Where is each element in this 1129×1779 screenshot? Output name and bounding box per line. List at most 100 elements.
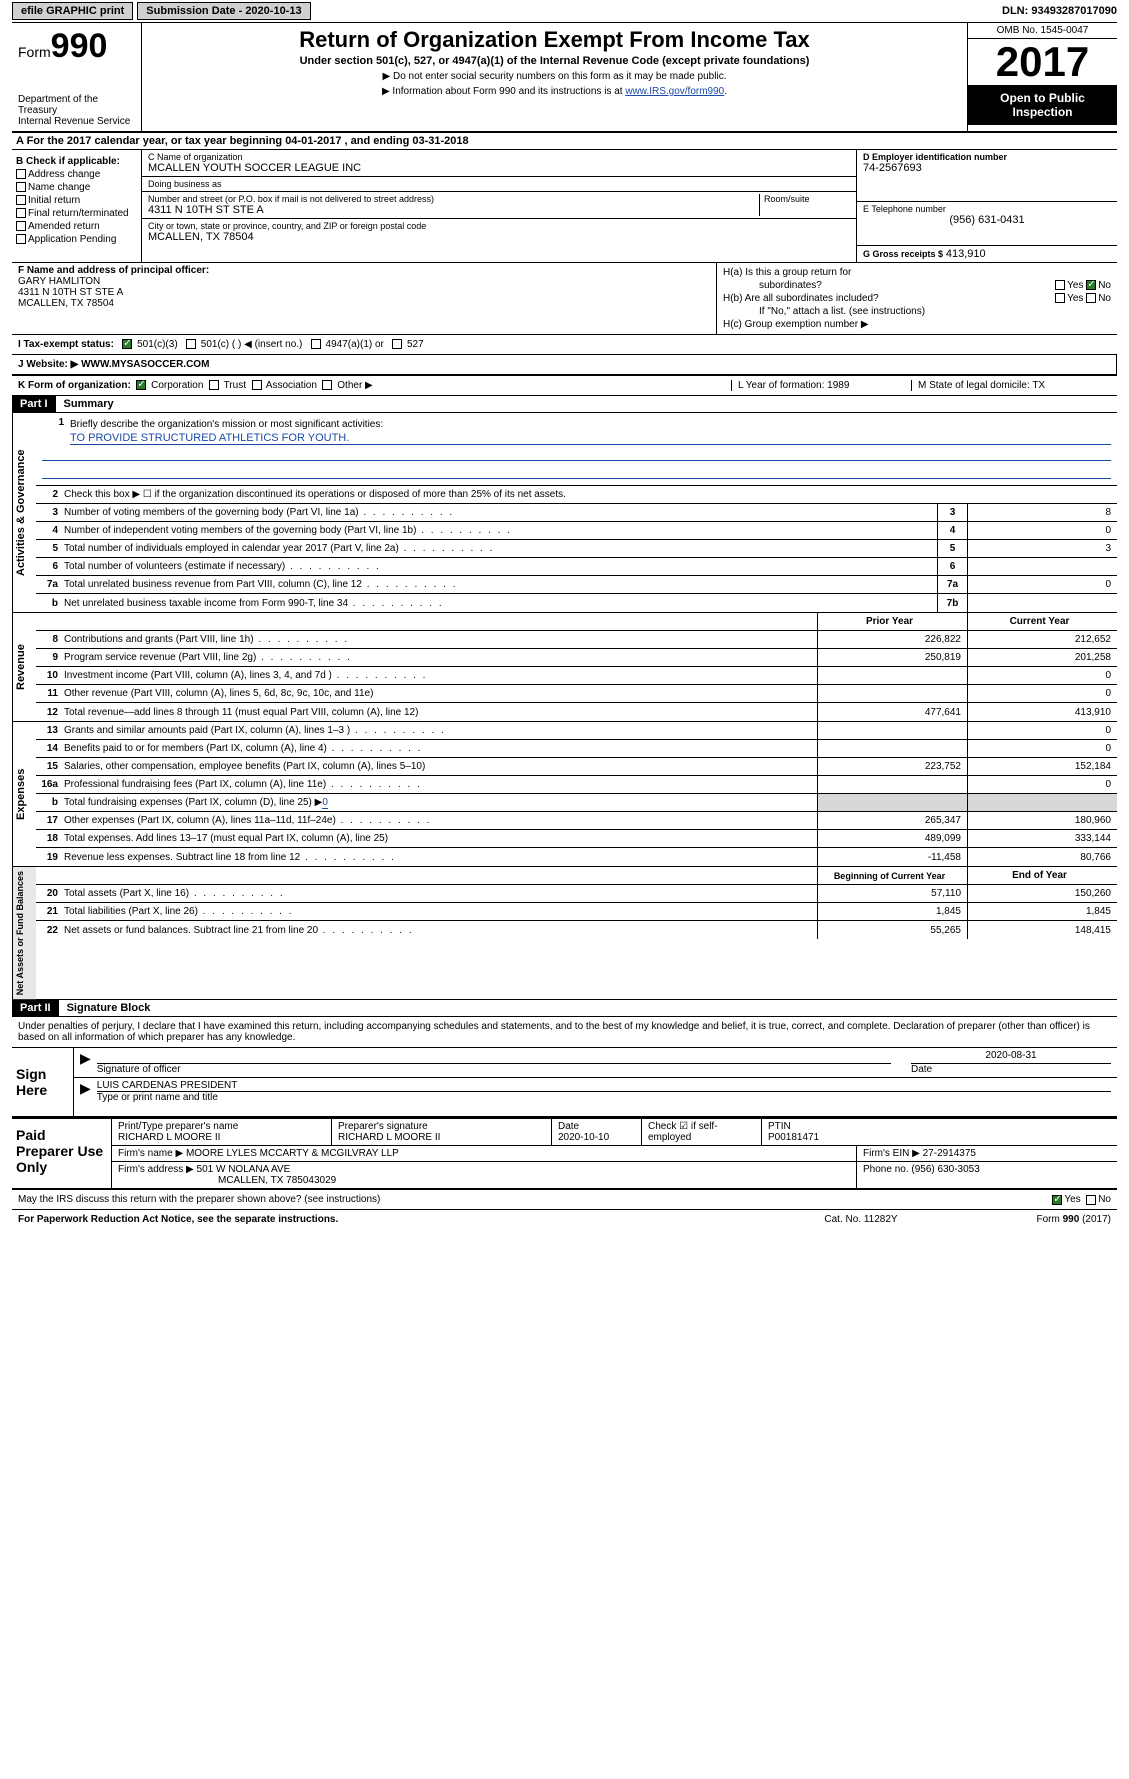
chk-final-return[interactable] [16, 208, 26, 218]
l16a-prior [817, 776, 967, 793]
ha-label: H(a) Is this a group return for [723, 267, 851, 278]
line22: Net assets or fund balances. Subtract li… [64, 923, 817, 938]
sign-here-label: Sign Here [12, 1048, 74, 1116]
summary-net-assets: Net Assets or Fund Balances Beginning of… [12, 867, 1117, 1000]
gross-label: G Gross receipts $ [863, 249, 943, 259]
line6: Total number of volunteers (estimate if … [64, 559, 937, 574]
l10-prior [817, 667, 967, 684]
dept-label: Department of the TreasuryInternal Reven… [18, 94, 135, 127]
header-left: Form990 Department of the TreasuryIntern… [12, 23, 142, 131]
chk-irs-yes[interactable] [1052, 1195, 1062, 1205]
chk-4947[interactable] [311, 339, 321, 349]
mission-blank2 [42, 465, 1111, 479]
chk-501c[interactable] [186, 339, 196, 349]
city-label: City or town, state or province, country… [148, 221, 850, 231]
form-header: Form990 Department of the TreasuryIntern… [12, 23, 1117, 133]
phone-label: E Telephone number [863, 204, 1111, 214]
chk-app-pending[interactable] [16, 234, 26, 244]
firm-ein-label: Firm's EIN ▶ [863, 1148, 920, 1159]
line5-val: 3 [967, 540, 1117, 557]
box-h: H(a) Is this a group return for subordin… [717, 263, 1117, 334]
org-name-label: C Name of organization [148, 152, 850, 162]
part1-title: Summary [56, 398, 114, 410]
chk-irs-no[interactable] [1086, 1195, 1096, 1205]
mission-blank1 [42, 447, 1111, 461]
website-label: J Website: ▶ [18, 359, 78, 370]
line7a: Total unrelated business revenue from Pa… [64, 577, 937, 592]
dln-label: DLN: 93493287017090 [1002, 5, 1117, 17]
row-a-tax-year: A For the 2017 calendar year, or tax yea… [12, 133, 1117, 150]
org-name: MCALLEN YOUTH SOCCER LEAGUE INC [148, 162, 850, 174]
l17-prior: 265,347 [817, 812, 967, 829]
line16a: Professional fundraising fees (Part IX, … [64, 777, 817, 792]
chk-501c3[interactable] [122, 339, 132, 349]
chk-assoc[interactable] [252, 380, 262, 390]
chk-hb-yes[interactable] [1055, 293, 1065, 303]
line2: Check this box ▶ ☐ if the organization d… [64, 487, 1117, 502]
firm-addr-label: Firm's address ▶ [118, 1164, 194, 1175]
firm-name: MOORE LYLES MCCARTY & MCGILVRAY LLP [186, 1148, 399, 1159]
prep-sig-label: Preparer's signature [338, 1121, 545, 1132]
chk-amended[interactable] [16, 221, 26, 231]
line13: Grants and similar amounts paid (Part IX… [64, 723, 817, 738]
city-value: MCALLEN, TX 78504 [148, 231, 850, 243]
ein-value: 74-2567693 [863, 162, 1111, 174]
boxes-bcd: B Check if applicable: Address change Na… [12, 150, 1117, 263]
l16b-curr [967, 794, 1117, 811]
hb-note: If "No," attach a list. (see instruction… [759, 306, 1111, 317]
self-employed: Check ☑ if self-employed [642, 1119, 762, 1145]
form-number: 990 [51, 27, 108, 65]
line17: Other expenses (Part IX, column (A), lin… [64, 813, 817, 828]
chk-initial-return[interactable] [16, 195, 26, 205]
line7a-val: 0 [967, 576, 1117, 593]
chk-ha-no[interactable] [1086, 280, 1096, 290]
l11-curr: 0 [967, 685, 1117, 702]
line18: Total expenses. Add lines 13–17 (must eq… [64, 831, 817, 846]
l9-prior: 250,819 [817, 649, 967, 666]
efile-print-button[interactable]: efile GRAPHIC print [12, 2, 133, 20]
line19: Revenue less expenses. Subtract line 18 … [64, 850, 817, 865]
line4: Number of independent voting members of … [64, 523, 937, 538]
chk-527[interactable] [392, 339, 402, 349]
line5: Total number of individuals employed in … [64, 541, 937, 556]
form-org-label: K Form of organization: [18, 380, 131, 391]
submission-date-button[interactable]: Submission Date - 2020-10-13 [137, 2, 310, 20]
note-ssn: ▶ Do not enter social security numbers o… [148, 71, 961, 82]
phone-value: (956) 631-0431 [863, 214, 1111, 226]
part1-header: Part I Summary [12, 396, 1117, 413]
l12-curr: 413,910 [967, 703, 1117, 721]
row-fh: F Name and address of principal officer:… [12, 263, 1117, 335]
l21-curr: 1,845 [967, 903, 1117, 920]
sign-date-label: Date [911, 1064, 1111, 1075]
officer-sig-label: Signature of officer [97, 1064, 891, 1075]
hc-label: H(c) Group exemption number ▶ [723, 319, 1111, 330]
chk-address-change[interactable] [16, 169, 26, 179]
signature-block: Under penalties of perjury, I declare th… [12, 1017, 1117, 1117]
l10-curr: 0 [967, 667, 1117, 684]
chk-hb-no[interactable] [1086, 293, 1096, 303]
row-k: K Form of organization: Corporation Trus… [12, 376, 1117, 396]
hdr-current: Current Year [967, 613, 1117, 630]
gross-value: 413,910 [946, 248, 986, 260]
form-prefix: Form [18, 44, 51, 60]
ptin-label: PTIN [768, 1121, 1111, 1132]
box-b-title: B Check if applicable: [16, 156, 137, 167]
box-b: B Check if applicable: Address change Na… [12, 150, 142, 262]
header-mid: Return of Organization Exempt From Incom… [142, 23, 967, 131]
chk-ha-yes[interactable] [1055, 280, 1065, 290]
part2-header: Part II Signature Block [12, 1000, 1117, 1017]
l21-prior: 1,845 [817, 903, 967, 920]
ein-label: D Employer identification number [863, 152, 1111, 162]
l13-prior [817, 722, 967, 739]
irs-link[interactable]: www.IRS.gov/form990 [625, 86, 724, 97]
line3-val: 8 [967, 504, 1117, 521]
prep-date-label: Date [558, 1121, 635, 1132]
line7b: Net unrelated business taxable income fr… [64, 596, 937, 611]
officer-signature-line [97, 1050, 891, 1064]
state-domicile: M State of legal domicile: TX [911, 380, 1111, 391]
year-formation: L Year of formation: 1989 [731, 380, 911, 391]
chk-trust[interactable] [209, 380, 219, 390]
chk-other[interactable] [322, 380, 332, 390]
chk-name-change[interactable] [16, 182, 26, 192]
chk-corp[interactable] [136, 380, 146, 390]
